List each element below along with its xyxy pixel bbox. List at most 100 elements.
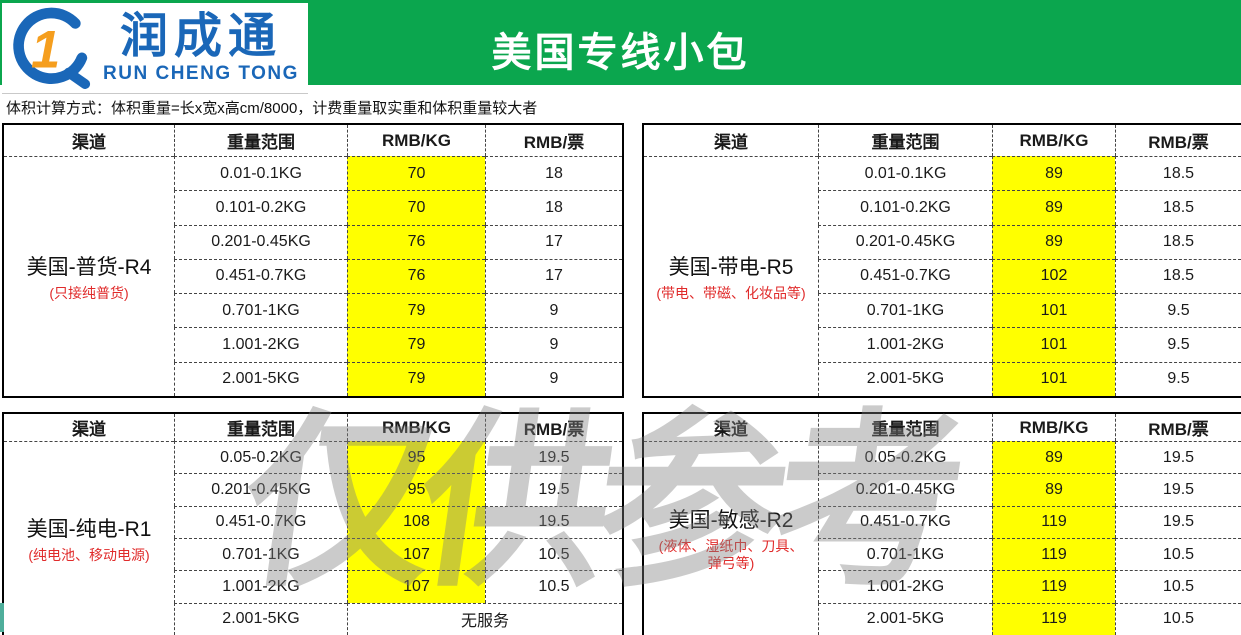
weight-range-cell: 0.451-0.7KG	[818, 258, 992, 294]
rate-per-ticket-cell: 9.5	[1115, 327, 1241, 362]
column-header: RMB/票	[1115, 125, 1241, 156]
weight-range-cell: 0.201-0.45KG	[174, 224, 347, 259]
weight-range-cell: 2.001-5KG	[174, 361, 347, 396]
weight-range-cell: 1.001-2KG	[174, 327, 347, 362]
channel-name: 美国-带电-R5	[668, 255, 794, 279]
weight-range-cell: 0.101-0.2KG	[174, 190, 347, 225]
rate-per-ticket-cell: 18.5	[1115, 190, 1241, 225]
column-header: RMB/KG	[992, 125, 1115, 156]
rate-per-kg-cell: 101	[992, 293, 1115, 328]
rate-per-kg-cell: 107	[347, 537, 485, 571]
channel-cell: 美国-带电-R5 (带电、带磁、化妆品等)	[644, 156, 818, 396]
sheet-corner-strip	[0, 603, 4, 632]
rate-per-kg-cell: 95	[347, 441, 485, 474]
rate-per-kg-cell: 89	[992, 473, 1115, 506]
column-header: RMB/票	[1115, 414, 1241, 441]
weight-range-cell: 0.701-1KG	[174, 537, 347, 571]
weight-range-cell: 0.451-0.7KG	[174, 258, 347, 294]
rate-per-kg-cell: 108	[347, 505, 485, 538]
rate-per-kg-cell: 119	[992, 537, 1115, 571]
rate-per-ticket-cell: 10.5	[485, 537, 622, 571]
rate-per-ticket-cell: 17	[485, 258, 622, 294]
channel-cell: 美国-纯电-R1 (纯电池、移动电源)	[4, 441, 174, 635]
rate-per-kg-cell: 101	[992, 327, 1115, 362]
weight-range-cell: 0.201-0.45KG	[818, 473, 992, 506]
weight-range-cell: 0.201-0.45KG	[174, 473, 347, 506]
weight-range-cell: 1.001-2KG	[818, 570, 992, 603]
rate-per-ticket-cell: 18.5	[1115, 258, 1241, 294]
rate-per-ticket-cell: 18	[485, 190, 622, 225]
rate-per-kg-cell: 107	[347, 570, 485, 603]
rate-per-ticket-cell: 18.5	[1115, 224, 1241, 259]
column-header: 渠道	[72, 420, 106, 439]
rate-per-kg-cell: 79	[347, 361, 485, 396]
weight-range-cell: 2.001-5KG	[818, 602, 992, 635]
channel-note: (只接纯普货)	[49, 284, 129, 301]
weight-range-cell: 0.01-0.1KG	[174, 156, 347, 191]
rate-per-ticket-cell: 19.5	[485, 505, 622, 538]
column-header: 重量范围	[818, 125, 992, 156]
channel-cell: 美国-普货-R4 (只接纯普货)	[4, 156, 174, 396]
rate-per-kg-cell: 89	[992, 156, 1115, 191]
rate-table-us-pure-battery-r1: 渠道 重量范围 RMB/KG RMB/票 美国-纯电-R1 (纯电池、移动电源) 0.05-…	[2, 412, 624, 635]
runchengtong-swoosh-icon: 1	[13, 7, 91, 89]
rate-per-kg-cell: 89	[992, 441, 1115, 474]
channel-cell: 美国-敏感-R2 (液体、湿纸巾、刀具、弹弓等)	[644, 441, 818, 635]
rate-table-us-sensitive-r2: 渠道 重量范围 RMB/KG RMB/票 美国-敏感-R2 (液体、湿纸巾、刀具、弹弓等)…	[642, 412, 1241, 635]
rate-per-kg-cell: 89	[992, 190, 1115, 225]
rate-per-ticket-cell: 19.5	[485, 441, 622, 474]
brand-name-en: RUN CHENG TONG	[103, 63, 299, 84]
weight-range-cell: 0.201-0.45KG	[818, 224, 992, 259]
weight-range-cell: 1.001-2KG	[174, 570, 347, 603]
rate-table-us-battery-r5: 渠道 重量范围 RMB/KG RMB/票 美国-带电-R5 (带电、带磁、化妆品等) 0.0…	[642, 123, 1241, 398]
channel-note: (液体、湿纸巾、刀具、弹弓等)	[658, 537, 804, 572]
brand-name-cn: 润成通	[119, 10, 282, 63]
rate-per-ticket-cell: 10.5	[1115, 570, 1241, 603]
no-service-cell: 无服务	[347, 602, 622, 635]
column-header: RMB/票	[485, 125, 622, 156]
channel-name: 美国-纯电-R1	[26, 517, 152, 541]
svg-text:1: 1	[31, 21, 60, 80]
rate-table-us-general-r4: 渠道 重量范围 RMB/KG RMB/票美国-普货-R4 (只接纯普货) 0.01-0.1…	[2, 123, 624, 398]
volume-formula-note: 体积计算方式：体积重量=长x宽x高cm/8000，计费重量取实重和体积重量较大者	[6, 100, 538, 117]
column-header: 重量范围	[818, 414, 992, 441]
weight-range-cell: 0.451-0.7KG	[174, 505, 347, 538]
weight-range-cell: 1.001-2KG	[818, 327, 992, 362]
rate-per-ticket-cell: 9	[485, 361, 622, 396]
column-header: 渠道	[714, 420, 748, 439]
rate-per-kg-cell: 79	[347, 327, 485, 362]
rate-per-ticket-cell: 9	[485, 327, 622, 362]
page-title: 美国专线小包	[491, 31, 750, 75]
column-header: 重量范围	[174, 414, 347, 441]
channel-note: (纯电池、移动电源)	[28, 546, 150, 563]
rate-per-ticket-cell: 10.5	[485, 570, 622, 603]
rate-per-kg-cell: 119	[992, 570, 1115, 603]
rate-per-kg-cell: 102	[992, 258, 1115, 294]
weight-range-cell: 2.001-5KG	[818, 361, 992, 396]
column-header: 渠道	[72, 133, 106, 152]
channel-name: 美国-普货-R4	[26, 255, 152, 279]
rate-per-kg-cell: 70	[347, 190, 485, 225]
rate-per-kg-cell: 119	[992, 505, 1115, 538]
rate-per-ticket-cell: 19.5	[1115, 441, 1241, 474]
column-header: RMB/KG	[347, 414, 485, 441]
weight-range-cell: 0.701-1KG	[174, 293, 347, 328]
weight-range-cell: 0.05-0.2KG	[818, 441, 992, 474]
rate-per-ticket-cell: 10.5	[1115, 537, 1241, 571]
rate-per-ticket-cell: 19.5	[1115, 473, 1241, 506]
rate-per-ticket-cell: 18.5	[1115, 156, 1241, 191]
rate-per-ticket-cell: 10.5	[1115, 602, 1241, 635]
rate-per-ticket-cell: 17	[485, 224, 622, 259]
weight-range-cell: 0.451-0.7KG	[818, 505, 992, 538]
column-header: 重量范围	[174, 125, 347, 156]
column-header: RMB/KG	[347, 125, 485, 156]
rate-per-kg-cell: 101	[992, 361, 1115, 396]
channel-name: 美国-敏感-R2	[668, 508, 794, 532]
weight-range-cell: 0.701-1KG	[818, 537, 992, 571]
rate-per-ticket-cell: 18	[485, 156, 622, 191]
rate-per-kg-cell: 89	[992, 224, 1115, 259]
channel-note: (带电、带磁、化妆品等)	[656, 284, 806, 301]
rate-per-kg-cell: 79	[347, 293, 485, 328]
weight-range-cell: 0.701-1KG	[818, 293, 992, 328]
